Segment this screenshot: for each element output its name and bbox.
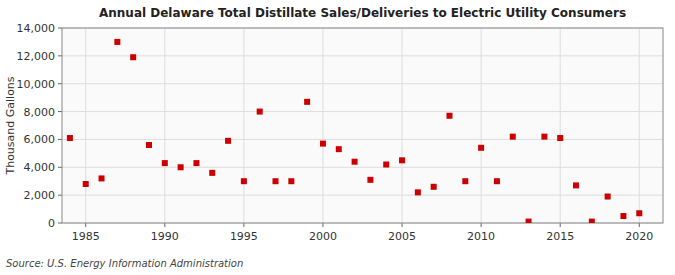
point — [99, 175, 105, 181]
point — [288, 178, 294, 184]
point — [273, 178, 279, 184]
tick-mark — [402, 223, 403, 227]
point — [620, 213, 626, 219]
point — [446, 113, 452, 119]
point — [526, 219, 532, 223]
point — [589, 219, 595, 223]
grid-line — [322, 28, 323, 223]
point — [605, 194, 611, 200]
tick-label: 2005 — [388, 230, 416, 243]
tick-mark — [481, 223, 482, 227]
tick-mark — [639, 223, 640, 227]
tick-mark — [58, 223, 62, 224]
tick-label: 4,000 — [24, 161, 56, 174]
point — [193, 160, 199, 166]
point — [510, 134, 516, 140]
tick-label: 2015 — [546, 230, 574, 243]
point — [399, 157, 405, 163]
point — [225, 138, 231, 144]
point — [320, 141, 326, 147]
grid-line — [62, 55, 663, 56]
point — [130, 54, 136, 60]
tick-mark — [322, 223, 323, 227]
tick-mark — [58, 83, 62, 84]
tick-label: 1995 — [230, 230, 258, 243]
point — [636, 210, 642, 216]
grid-line — [402, 28, 403, 223]
point — [557, 135, 563, 141]
tick-mark — [58, 195, 62, 196]
annotation: Source: U.S. Energy Information Administ… — [6, 258, 243, 269]
point — [431, 184, 437, 190]
tick-label: 14,000 — [17, 22, 56, 35]
grid-line — [243, 28, 244, 223]
grid-line — [62, 83, 663, 84]
point — [478, 145, 484, 151]
point — [178, 164, 184, 170]
grid-line — [62, 195, 663, 196]
point — [83, 181, 89, 187]
points — [67, 39, 642, 223]
point — [415, 189, 421, 195]
tick-label: 0 — [48, 217, 55, 230]
point — [209, 170, 215, 176]
point — [67, 135, 73, 141]
y-axis-label: Thousand Gallons — [4, 76, 17, 175]
point — [573, 182, 579, 188]
grid-line — [164, 28, 165, 223]
plot-area — [62, 28, 663, 223]
tick-mark — [58, 167, 62, 168]
tick-label: 10,000 — [17, 78, 56, 91]
tick-label: 2010 — [467, 230, 495, 243]
tick-mark — [164, 223, 165, 227]
grid-line — [560, 28, 561, 223]
tick-label: 1985 — [72, 230, 100, 243]
tick-label: 6,000 — [24, 133, 56, 146]
grid-line — [62, 139, 663, 140]
tick-mark — [560, 223, 561, 227]
grid-line — [62, 167, 663, 168]
point — [114, 39, 120, 45]
tick-mark — [85, 223, 86, 227]
grid-line — [85, 28, 86, 223]
point — [367, 177, 373, 183]
point — [304, 99, 310, 105]
tick-label: 2000 — [309, 230, 337, 243]
point — [494, 178, 500, 184]
tick-mark — [58, 55, 62, 56]
point — [541, 134, 547, 140]
point — [162, 160, 168, 166]
chart: 0 2,000 4,000 6,000 8,000 10,000 12,000 14,000 1… — [0, 0, 675, 275]
point — [462, 178, 468, 184]
title: Annual Delaware Total Distillate Sales/D… — [99, 6, 626, 20]
point — [241, 178, 247, 184]
grid-line — [481, 28, 482, 223]
tick-label: 2020 — [625, 230, 653, 243]
tick-mark — [243, 223, 244, 227]
tick-mark — [58, 28, 62, 29]
point — [383, 162, 389, 168]
grid-line — [62, 111, 663, 112]
tick-mark — [58, 139, 62, 140]
tick-mark — [58, 111, 62, 112]
tick-label: 12,000 — [17, 50, 56, 63]
point — [257, 109, 263, 115]
tick-label: 2,000 — [24, 189, 56, 202]
tick-label: 1990 — [151, 230, 179, 243]
point — [352, 159, 358, 165]
grid-line — [639, 28, 640, 223]
point — [336, 146, 342, 152]
plot-frame — [62, 28, 663, 223]
tick-label: 8,000 — [24, 106, 56, 119]
point — [146, 142, 152, 148]
